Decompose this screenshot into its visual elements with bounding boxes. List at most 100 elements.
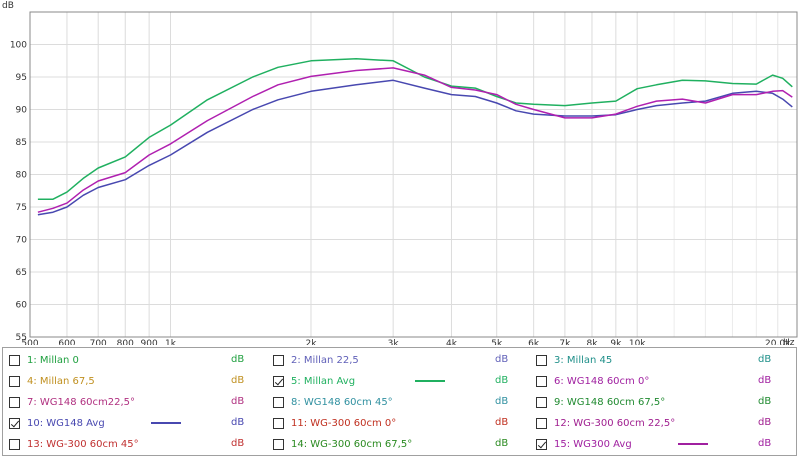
legend-item[interactable]: 3: Millan 45 [536, 349, 612, 371]
legend-checkbox[interactable] [273, 375, 284, 387]
legend-label: 8: WG148 60cm 45° [291, 396, 393, 408]
y-tick-label: 100 [10, 41, 27, 51]
x-tick-label: 10k [629, 339, 646, 345]
legend-swatch [415, 380, 445, 382]
legend-checkbox[interactable] [273, 438, 284, 450]
series-line [37, 79, 793, 216]
legend-item[interactable]: 15: WG300 Avg [536, 433, 632, 455]
plot-frame [29, 11, 798, 338]
legend-label: 12: WG-300 60cm 22,5° [554, 417, 676, 429]
series-line [37, 67, 793, 213]
legend-item[interactable]: 6: WG148 60cm 0° [536, 370, 649, 392]
legend-label: 5: Millan Avg [291, 375, 356, 387]
x-tick-label: 9k [610, 339, 622, 345]
legend-checkbox[interactable] [536, 354, 547, 366]
legend-item[interactable]: 9: WG148 60cm 67,5° [536, 391, 665, 413]
y-tick-label: 95 [16, 73, 27, 83]
legend-checkbox[interactable] [273, 354, 284, 366]
legend-unit: dB [495, 396, 509, 407]
legend-checkbox[interactable] [536, 375, 547, 387]
legend-item[interactable]: 4: Millan 67,5 [9, 370, 95, 392]
x-tick-label: 3k [388, 339, 400, 345]
legend-item[interactable]: 13: WG-300 60cm 45° [9, 433, 139, 455]
legend-unit: dB [758, 375, 772, 386]
legend-item[interactable]: 1: Millan 0 [9, 349, 79, 371]
legend-label: 2: Millan 22,5 [291, 354, 359, 366]
x-axis-unit: Hz [783, 338, 795, 345]
legend-unit: dB [758, 417, 772, 428]
x-tick-label: 6k [528, 339, 540, 345]
legend-checkbox[interactable] [273, 396, 284, 408]
legend-item[interactable]: 12: WG-300 60cm 22,5° [536, 412, 675, 434]
legend-unit: dB [758, 354, 772, 365]
legend-item[interactable]: 5: Millan Avg [273, 370, 355, 392]
legend-label: 7: WG148 60cm22,5° [27, 396, 136, 408]
legend-unit: dB [231, 375, 245, 386]
legend-unit: dB [231, 354, 245, 365]
legend-label: 15: WG300 Avg [554, 438, 632, 450]
legend-checkbox[interactable] [9, 438, 20, 450]
y-tick-label: 80 [16, 171, 28, 181]
legend-unit: dB [231, 396, 245, 407]
x-tick-label: 7k [559, 339, 571, 345]
x-tick-label: 1k [165, 339, 177, 345]
legend-label: 11: WG-300 60cm 0° [291, 417, 397, 429]
legend-item[interactable]: 2: Millan 22,5 [273, 349, 359, 371]
legend-item[interactable]: 7: WG148 60cm22,5° [9, 391, 135, 413]
legend-label: 6: WG148 60cm 0° [554, 375, 650, 387]
legend-item[interactable]: 11: WG-300 60cm 0° [273, 412, 396, 434]
legend-label: 9: WG148 60cm 67,5° [554, 396, 666, 408]
legend-swatch [151, 422, 181, 424]
legend-item[interactable]: 14: WG-300 60cm 67,5° [273, 433, 412, 455]
y-tick-label: 75 [16, 203, 27, 213]
legend-unit: dB [495, 354, 509, 365]
legend-checkbox[interactable] [273, 417, 284, 429]
legend-panel: 1: Millan 0 dB 2: Millan 22,5 dB 3: Millan 4… [2, 347, 797, 456]
legend-unit: dB [495, 375, 509, 386]
x-tick-label: 800 [117, 339, 134, 345]
grid [29, 12, 798, 338]
legend-unit: dB [231, 438, 245, 449]
legend-unit: dB [758, 396, 772, 407]
y-axis-unit: dB [2, 1, 14, 11]
legend-checkbox[interactable] [536, 396, 547, 408]
y-tick-label: 85 [16, 138, 27, 148]
x-tick-label: 5k [491, 339, 503, 345]
x-tick-label: 20,0k [765, 339, 791, 345]
legend-item[interactable]: 8: WG148 60cm 45° [273, 391, 393, 413]
series-lines [37, 58, 793, 216]
legend-checkbox[interactable] [9, 417, 20, 429]
legend-label: 10: WG148 Avg [27, 417, 105, 429]
legend-unit: dB [231, 417, 245, 428]
legend-checkbox[interactable] [9, 396, 20, 408]
x-tick-label: 8k [586, 339, 598, 345]
x-tick-label: 4k [446, 339, 458, 345]
legend-unit: dB [758, 438, 772, 449]
x-tick-label: 2k [306, 339, 318, 345]
legend-label: 14: WG-300 60cm 67,5° [291, 438, 413, 450]
legend-checkbox[interactable] [536, 417, 547, 429]
x-tick-label: 900 [141, 339, 158, 345]
legend-checkbox[interactable] [9, 354, 20, 366]
y-tick-label: 55 [16, 333, 27, 343]
legend-checkbox[interactable] [536, 438, 547, 450]
legend-checkbox[interactable] [9, 375, 20, 387]
legend-item[interactable]: 10: WG148 Avg [9, 412, 105, 434]
legend-label: 4: Millan 67,5 [27, 375, 95, 387]
y-tick-label: 65 [16, 268, 27, 278]
x-tick-label: 700 [90, 339, 107, 345]
legend-label: 1: Millan 0 [27, 354, 79, 366]
y-tick-label: 70 [16, 236, 28, 246]
legend-unit: dB [495, 438, 509, 449]
legend-unit: dB [495, 417, 509, 428]
legend-label: 13: WG-300 60cm 45° [27, 438, 139, 450]
x-tick-label: 600 [58, 339, 75, 345]
y-tick-label: 60 [16, 301, 28, 311]
x-tick-label: 500 [21, 339, 38, 345]
series-line [37, 58, 793, 200]
legend-swatch [678, 443, 708, 445]
y-tick-label: 90 [16, 106, 28, 116]
legend-label: 3: Millan 45 [554, 354, 613, 366]
